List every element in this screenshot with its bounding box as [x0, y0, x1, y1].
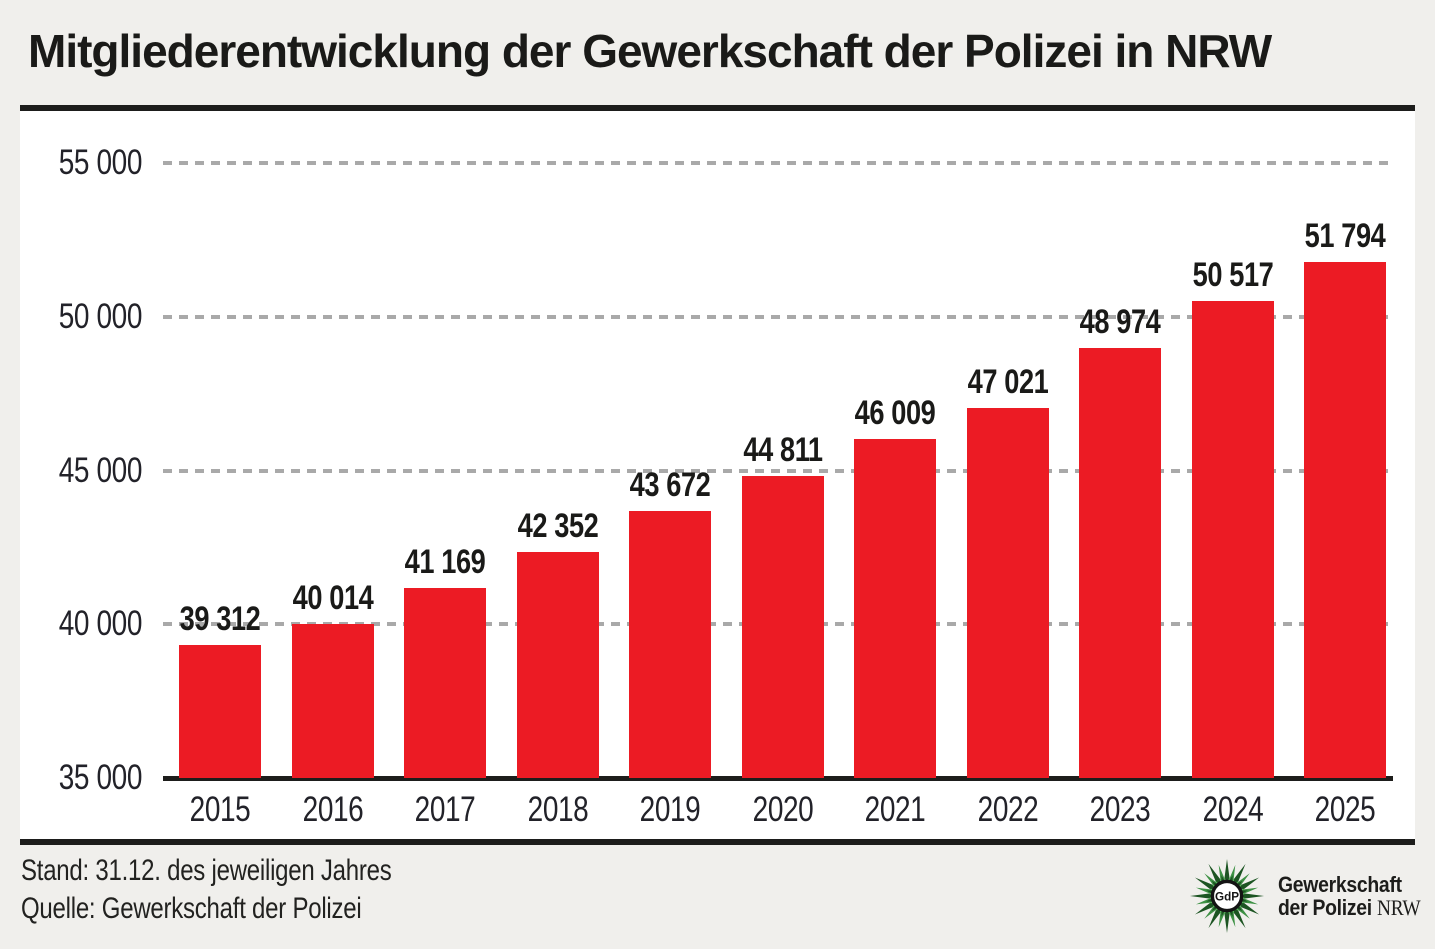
bar-value-label-2024: 50 517: [1192, 255, 1273, 294]
gridline-50000: [163, 314, 1393, 319]
bar-2017: [404, 588, 486, 778]
chart-box: 35 000 40 000 45 000 50 000 55 000 39 312 2015…: [20, 105, 1415, 845]
logo-line2: der Polizei NRW: [1278, 895, 1421, 920]
y-tick-label-40000: 40 000: [58, 604, 143, 644]
bar-value-label-2025: 51 794: [1304, 216, 1386, 255]
bar-year-label-2020: 2020: [752, 790, 813, 829]
bar-2018: [516, 551, 599, 778]
bar-column-2021: 46 009 2021: [854, 394, 936, 829]
logo-nrw: NRW: [1377, 895, 1421, 920]
bar-column-2025: 51 794 2025: [1304, 217, 1386, 829]
bar-2019: [629, 511, 711, 778]
bar-year-label-2016: 2016: [302, 790, 363, 829]
bar-column-2018: 42 352 2018: [516, 507, 599, 829]
logo-text: Gewerkschaft der Polizei NRW: [1278, 872, 1421, 920]
y-tick-label-45000: 45 000: [58, 450, 143, 490]
bar-value-label-2015: 39 312: [179, 600, 261, 639]
y-tick-label-35000: 35 000: [58, 758, 143, 797]
bar-value-label-2016: 40 014: [292, 578, 373, 617]
bar-year-label-2024: 2024: [1202, 790, 1263, 829]
bar-value-label-2018: 42 352: [517, 506, 598, 545]
logo-line2-bold: der Polizei: [1278, 895, 1372, 920]
bar-column-2023: 48 974 2023: [1079, 303, 1161, 829]
bar-2020: [741, 476, 824, 778]
bar-value-label-2022: 47 021: [967, 363, 1048, 402]
star-center-text: GdP: [1215, 890, 1239, 903]
gdp-star-icon: GdP: [1189, 858, 1265, 934]
bar-year-label-2019: 2019: [639, 790, 701, 829]
bars-container: 39 312 2015 40 014 2016 41 169 2017 42 352 2018…: [179, 111, 1386, 829]
bar-2022: [966, 408, 1049, 778]
star-center-circle: [1210, 879, 1244, 913]
bar-value-label-2019: 43 672: [629, 466, 711, 505]
gridline-45000: [163, 468, 1393, 473]
bar-2016: [291, 623, 374, 778]
bar-2025: [1304, 261, 1386, 778]
x-axis-line: [163, 776, 1393, 781]
y-tick-label-55000: 55 000: [58, 143, 143, 182]
bar-year-label-2015: 2015: [189, 790, 251, 829]
bar-2024: [1191, 300, 1274, 778]
bar-year-label-2023: 2023: [1089, 790, 1151, 829]
bar-column-2019: 43 672 2019: [629, 466, 711, 829]
bar-value-label-2020: 44 811: [742, 431, 823, 470]
bar-value-label-2023: 48 974: [1079, 303, 1161, 342]
footer-note-quelle: Quelle: Gewerkschaft der Polizei: [21, 892, 362, 925]
bar-2023: [1079, 348, 1161, 778]
bar-column-2020: 44 811 2020: [741, 431, 824, 829]
gdp-logo: GdP Gewerkschaft der Polizei NRW: [1188, 857, 1435, 935]
bar-2015: [179, 645, 261, 778]
chart-title: Mitgliederentwicklung der Gewerkschaft d…: [28, 25, 1272, 77]
bar-column-2024: 50 517 2024: [1191, 256, 1274, 829]
bar-year-label-2018: 2018: [527, 790, 588, 829]
bar-year-label-2021: 2021: [864, 790, 926, 829]
bar-2021: [854, 439, 936, 778]
bar-year-label-2025: 2025: [1314, 790, 1376, 829]
gridline-55000: [163, 161, 1393, 165]
bar-column-2015: 39 312 2015: [179, 600, 261, 829]
bar-year-label-2017: 2017: [414, 790, 476, 829]
bar-value-label-2017: 41 169: [404, 543, 486, 582]
logo-line1: Gewerkschaft: [1278, 872, 1402, 897]
y-tick-label-50000: 50 000: [58, 296, 143, 336]
footer-note-stand: Stand: 31.12. des jeweiligen Jahres: [21, 854, 392, 887]
bar-column-2016: 40 014 2016: [291, 579, 374, 829]
bar-column-2017: 41 169 2017: [404, 543, 486, 829]
bar-year-label-2022: 2022: [977, 790, 1038, 829]
bar-value-label-2021: 46 009: [854, 394, 936, 433]
plot-area: 35 000 40 000 45 000 50 000 55 000 39 312 2015…: [20, 111, 1415, 839]
bar-column-2022: 47 021 2022: [966, 363, 1049, 829]
